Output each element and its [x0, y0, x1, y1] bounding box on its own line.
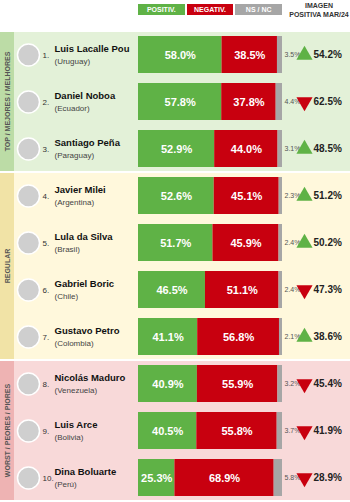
- svg-text:3.5%: 3.5%: [284, 51, 301, 59]
- svg-text:55.9%: 55.9%: [222, 378, 253, 390]
- svg-text:(Venezuela): (Venezuela): [55, 386, 98, 395]
- svg-text:51.1%: 51.1%: [227, 284, 258, 296]
- svg-text:Santiago Peña: Santiago Peña: [55, 137, 121, 148]
- svg-text:2.1%: 2.1%: [284, 333, 301, 341]
- svg-text:Daniel Noboa: Daniel Noboa: [55, 90, 116, 101]
- svg-text:54.2%: 54.2%: [314, 49, 342, 60]
- svg-text:Nicolás Maduro: Nicolás Maduro: [55, 372, 126, 383]
- svg-text:1.: 1.: [43, 51, 50, 60]
- svg-text:40.9%: 40.9%: [152, 378, 183, 390]
- svg-text:38.6%: 38.6%: [314, 331, 342, 342]
- svg-text:58.0%: 58.0%: [165, 49, 196, 61]
- svg-text:56.8%: 56.8%: [223, 331, 254, 343]
- svg-text:(Perú): (Perú): [55, 480, 78, 489]
- svg-text:51.7%: 51.7%: [160, 237, 191, 249]
- svg-text:3.1%: 3.1%: [284, 145, 301, 153]
- svg-text:62.5%: 62.5%: [314, 96, 342, 107]
- svg-text:41.9%: 41.9%: [314, 425, 342, 436]
- svg-text:(Paraguay): (Paraguay): [55, 151, 95, 160]
- svg-text:(Uruguay): (Uruguay): [55, 57, 91, 66]
- svg-text:(Bolivia): (Bolivia): [55, 433, 84, 442]
- svg-text:37.8%: 37.8%: [233, 96, 264, 108]
- html-text:POSITIV.: POSITIV.: [146, 6, 176, 13]
- svg-text:4.: 4.: [43, 192, 50, 201]
- svg-text:45.1%: 45.1%: [231, 190, 262, 202]
- svg-text:47.3%: 47.3%: [314, 284, 342, 295]
- svg-text:2.: 2.: [43, 98, 50, 107]
- svg-text:25.3%: 25.3%: [141, 472, 172, 484]
- svg-text:51.2%: 51.2%: [314, 190, 342, 201]
- svg-text:Luis Arce: Luis Arce: [55, 419, 98, 430]
- svg-text:TOP / MEJORES / MELHORES: TOP / MEJORES / MELHORES: [4, 51, 11, 151]
- svg-text:6.: 6.: [43, 286, 50, 295]
- svg-text:68.9%: 68.9%: [209, 472, 240, 484]
- svg-text:2.4%: 2.4%: [284, 286, 301, 294]
- svg-text:5.8%: 5.8%: [284, 474, 301, 482]
- svg-text:2.4%: 2.4%: [284, 239, 301, 247]
- svg-text:4.4%: 4.4%: [284, 98, 301, 106]
- html-text:NS / NC: NS / NC: [245, 6, 272, 13]
- svg-text:45.4%: 45.4%: [314, 378, 342, 389]
- svg-text:3.7%: 3.7%: [284, 427, 301, 435]
- svg-text:40.5%: 40.5%: [152, 425, 183, 437]
- svg-text:8.: 8.: [43, 380, 50, 389]
- svg-text:(Ecuador): (Ecuador): [55, 104, 90, 113]
- svg-text:Gabriel Boric: Gabriel Boric: [55, 278, 115, 289]
- svg-text:Lula da Silva: Lula da Silva: [55, 231, 114, 242]
- svg-text:9.: 9.: [43, 427, 50, 436]
- svg-text:Javier Milei: Javier Milei: [55, 184, 106, 195]
- svg-text:3.2%: 3.2%: [284, 380, 301, 388]
- svg-text:50.2%: 50.2%: [314, 237, 342, 248]
- svg-text:10.: 10.: [43, 474, 54, 483]
- svg-text:45.9%: 45.9%: [230, 237, 261, 249]
- svg-text:28.9%: 28.9%: [314, 472, 342, 483]
- svg-text:REGULAR: REGULAR: [4, 249, 11, 284]
- svg-text:57.8%: 57.8%: [165, 96, 196, 108]
- svg-text:Gustavo Petro: Gustavo Petro: [55, 325, 120, 336]
- svg-text:Luis Lacalle Pou: Luis Lacalle Pou: [55, 43, 130, 54]
- svg-text:44.0%: 44.0%: [231, 143, 262, 155]
- svg-text:55.8%: 55.8%: [221, 425, 252, 437]
- svg-text:48.5%: 48.5%: [314, 143, 342, 154]
- svg-text:3.: 3.: [43, 145, 50, 154]
- svg-text:(Colombia): (Colombia): [55, 339, 94, 348]
- svg-text:5.: 5.: [43, 239, 50, 248]
- html-text:IMAGEN POSITIVA MAR/24: IMAGEN POSITIVA MAR/24: [289, 2, 349, 18]
- svg-text:52.6%: 52.6%: [161, 190, 192, 202]
- svg-text:2.3%: 2.3%: [284, 192, 301, 200]
- svg-text:(Argentina): (Argentina): [55, 198, 95, 207]
- svg-text:46.5%: 46.5%: [156, 284, 187, 296]
- svg-text:Dina Boluarte: Dina Boluarte: [55, 466, 117, 477]
- svg-text:WORST / PEORES / PIORES: WORST / PEORES / PIORES: [4, 384, 11, 478]
- svg-text:38.5%: 38.5%: [234, 49, 265, 61]
- svg-text:41.1%: 41.1%: [152, 331, 183, 343]
- svg-text:52.9%: 52.9%: [161, 143, 192, 155]
- svg-text:7.: 7.: [43, 333, 50, 342]
- svg-text:(Chile): (Chile): [55, 292, 79, 301]
- html-text:NEGATIV.: NEGATIV.: [194, 6, 226, 13]
- svg-text:(Brasil): (Brasil): [55, 245, 81, 254]
